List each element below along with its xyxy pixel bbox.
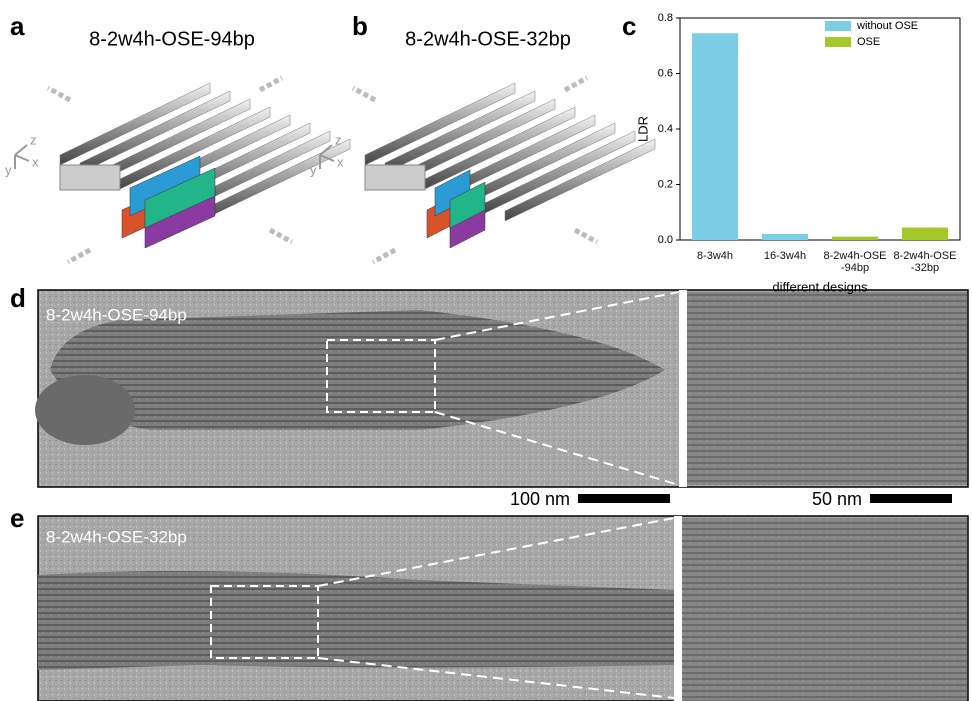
- axis-glyph-label: x: [32, 154, 39, 169]
- panel-letter: a: [10, 11, 25, 41]
- axis-glyph: [15, 145, 27, 155]
- x-tick-label: 8-2w4h-OSE -32bp: [885, 250, 965, 274]
- axis-glyph-label: y: [5, 162, 12, 177]
- bar: [902, 228, 948, 240]
- origami-diagram: zxy: [5, 78, 350, 262]
- arrow: [68, 250, 90, 262]
- figure-canvas: a 8-2w4h-OSE-94bp b 8-2w4h-OSE-32bp c d …: [0, 0, 972, 701]
- bar: [832, 237, 878, 240]
- figure: a 8-2w4h-OSE-94bp b 8-2w4h-OSE-32bp c d …: [0, 0, 972, 701]
- arrow: [373, 250, 395, 262]
- legend-swatch: [825, 37, 851, 47]
- legend-label: OSE: [857, 36, 880, 48]
- arrow: [353, 88, 375, 100]
- axis-glyph: [15, 155, 29, 161]
- y-tick-label: 0.2: [658, 178, 673, 190]
- bar: [692, 33, 738, 240]
- base-layer: [60, 165, 120, 190]
- x-axis-label: different designs: [772, 279, 868, 294]
- axis-glyph-label: y: [310, 162, 317, 177]
- axis-glyph-label: x: [337, 154, 344, 169]
- arrow: [270, 230, 292, 242]
- arrow: [575, 230, 597, 242]
- axis-glyph-label: z: [335, 132, 342, 147]
- axis-glyph-label: z: [30, 132, 37, 147]
- scale-bar-label: 100 nm: [510, 489, 570, 509]
- panel-title: 8-2w4h-OSE-94bp: [89, 28, 255, 50]
- micrograph-label: 8-2w4h-OSE-32bp: [46, 527, 187, 546]
- y-tick-label: 0.0: [658, 234, 673, 246]
- scale-bar-label: 50 nm: [812, 489, 862, 509]
- base-layer: [365, 165, 425, 190]
- panel-letter: e: [10, 503, 24, 533]
- legend-label: without OSE: [856, 20, 918, 32]
- y-tick-label: 0.4: [658, 123, 673, 135]
- arrow: [565, 78, 587, 90]
- scale-bar: [578, 494, 670, 503]
- panel-letter: b: [352, 11, 368, 41]
- y-axis-label: LDR: [635, 116, 650, 142]
- y-tick-label: 0.8: [658, 12, 673, 24]
- panel-letter: c: [622, 11, 636, 41]
- bar: [762, 234, 808, 240]
- legend-swatch: [825, 21, 851, 31]
- x-tick-label: 16-3w4h: [745, 250, 825, 262]
- x-tick-label: 8-3w4h: [675, 250, 755, 262]
- x-tick-label: 8-2w4h-OSE -94bp: [815, 250, 895, 274]
- y-tick-label: 0.6: [658, 67, 673, 79]
- arrow: [48, 88, 70, 100]
- micrograph-label: 8-2w4h-OSE-94bp: [46, 305, 187, 324]
- scale-bar: [870, 494, 952, 503]
- panel-letter: d: [10, 283, 26, 313]
- panel-title: 8-2w4h-OSE-32bp: [405, 28, 571, 50]
- arrow: [260, 78, 282, 90]
- origami-diagram: zx y: [310, 78, 655, 262]
